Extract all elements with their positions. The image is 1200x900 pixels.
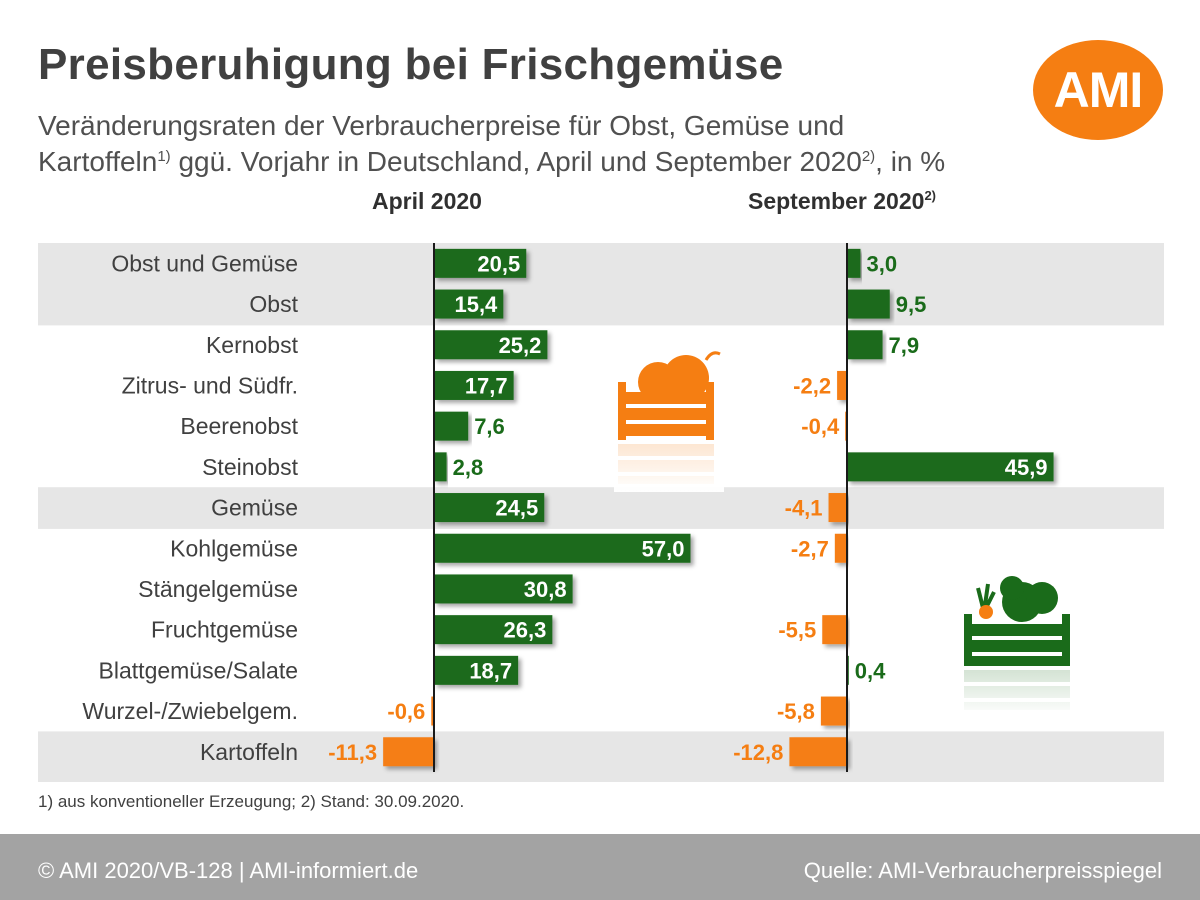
bar <box>434 411 469 441</box>
bar <box>837 370 847 400</box>
data-label: 7,9 <box>889 333 920 358</box>
bar <box>434 493 545 523</box>
category-label: Stängelgemüse <box>138 576 298 602</box>
row-band <box>38 487 1164 529</box>
data-label: 24,5 <box>495 496 538 521</box>
category-label: Steinobst <box>202 454 299 480</box>
bar <box>847 248 861 278</box>
footer-bar: © AMI 2020/VB-128 | AMI-informiert.de Qu… <box>0 834 1200 900</box>
data-label: -2,7 <box>791 536 829 561</box>
subtitle-line2b: ggü. Vorjahr in Deutschland, April und S… <box>170 146 862 177</box>
bar <box>434 533 691 563</box>
row-band <box>38 243 1164 285</box>
bar <box>822 615 847 645</box>
vegetable-crate-icon <box>962 576 1074 716</box>
data-label: 0,4 <box>855 658 886 683</box>
data-label: -12,8 <box>733 740 783 765</box>
data-label: -0,4 <box>801 414 840 439</box>
footnote: 1) aus konventioneller Erzeugung; 2) Sta… <box>38 792 465 811</box>
bar <box>847 289 890 319</box>
data-label: 15,4 <box>454 292 498 317</box>
data-label: 20,5 <box>477 251 520 276</box>
data-label: 7,6 <box>474 414 505 439</box>
data-label: -0,6 <box>387 699 425 724</box>
data-label: -5,5 <box>778 618 816 643</box>
section-header-september: September 20202) <box>748 188 936 215</box>
data-label: 17,7 <box>465 373 508 398</box>
bar <box>434 289 504 319</box>
data-label: -4,1 <box>785 496 823 521</box>
bar <box>847 330 883 360</box>
category-labels: Obst und Gemüse Obst Kernobst Zitrus- und S… <box>82 250 298 764</box>
category-label: Fruchtgemüse <box>151 617 298 643</box>
data-label: 45,9 <box>1005 455 1048 480</box>
data-label: 9,5 <box>896 292 927 317</box>
bar <box>834 533 847 563</box>
bar <box>847 452 1054 482</box>
category-label: Kernobst <box>206 332 299 358</box>
data-label: 26,3 <box>504 618 547 643</box>
chart-subtitle: Veränderungsraten der Verbraucherpreise … <box>38 108 945 180</box>
bar <box>434 248 527 278</box>
ami-logo: AMI <box>1033 40 1163 140</box>
data-label: 57,0 <box>642 536 685 561</box>
september-bars: 3,0 9,5 7,9 -2,2 -0,4 45,9 -4,1 -2,7 -5,5 0,4 -5,8… <box>733 248 1054 767</box>
april-bars: 20,5 15,425,2 17,7 7,6 2,8 24,5 57,0 30,8 26,3 18… <box>328 248 691 767</box>
data-label: 25,2 <box>499 333 542 358</box>
row-band <box>38 283 1164 326</box>
data-label: 3,0 <box>867 251 898 276</box>
bar <box>383 737 434 767</box>
subtitle-line1: Veränderungsraten der Verbraucherpreise … <box>38 110 845 141</box>
row-band <box>38 731 1164 774</box>
bar-chart: Obst und Gemüse Obst Kernobst Zitrus- und S… <box>38 243 1164 782</box>
section-header-april: April 2020 <box>372 188 482 215</box>
bar <box>820 696 847 726</box>
category-label: Zitrus- und Südfr. <box>122 372 298 398</box>
category-label: Kohlgemüse <box>170 535 298 561</box>
row-band <box>38 772 1164 782</box>
data-label: -11,3 <box>328 740 377 765</box>
data-label: 30,8 <box>524 577 567 602</box>
category-label: Blattgemüse/Salate <box>99 657 298 683</box>
section-header-april-text: April 2020 <box>372 188 482 214</box>
data-label: -5,8 <box>777 699 815 724</box>
bar <box>434 615 553 645</box>
fruit-crate-icon <box>614 351 724 492</box>
zero-axes <box>433 243 848 772</box>
bar <box>828 493 847 523</box>
category-label: Gemüse <box>211 495 298 521</box>
data-label: 2,8 <box>453 455 484 480</box>
bar <box>431 696 434 726</box>
subtitle-line2a: Kartoffeln <box>38 146 158 177</box>
category-label: Beerenobst <box>180 413 298 439</box>
bar <box>434 370 514 400</box>
data-label: -2,2 <box>793 373 831 398</box>
category-label: Kartoffeln <box>200 739 298 765</box>
subtitle-footnote-ref-1: 1) <box>157 148 171 165</box>
category-label: Wurzel-/Zwiebelgem. <box>82 698 298 724</box>
bar <box>789 737 847 767</box>
category-label: Obst und Gemüse <box>111 250 298 276</box>
row-bands <box>38 243 1164 782</box>
data-label: 18,7 <box>469 658 512 683</box>
bar <box>434 574 573 604</box>
category-label: Obst <box>249 291 298 317</box>
bar <box>434 330 548 360</box>
section-header-september-text: September 2020 <box>748 188 925 214</box>
subtitle-footnote-ref-2: 2) <box>861 148 876 165</box>
bar <box>434 655 519 685</box>
chart-title: Preisberuhigung bei Frischgemüse <box>38 40 784 89</box>
bar <box>434 452 447 482</box>
section-header-september-sup: 2) <box>924 188 936 203</box>
subtitle-line2c: , in % <box>875 146 946 177</box>
footer-copyright: © AMI 2020/VB-128 | AMI-informiert.de <box>38 858 419 883</box>
footer-source: Quelle: AMI-Verbraucherpreisspiegel <box>803 858 1162 883</box>
